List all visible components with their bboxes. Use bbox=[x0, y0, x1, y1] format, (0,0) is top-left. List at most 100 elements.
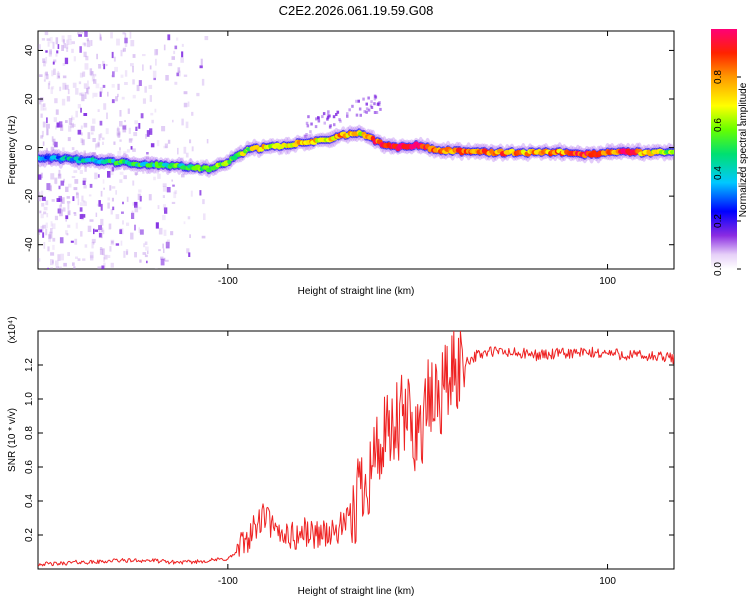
noise-speck bbox=[70, 39, 72, 45]
noise-speck bbox=[136, 125, 139, 128]
noise-speck bbox=[128, 127, 131, 134]
noise-speck bbox=[107, 255, 111, 258]
noise-speck bbox=[120, 74, 124, 78]
noise-speck bbox=[100, 227, 104, 232]
noise-speck bbox=[180, 157, 184, 161]
noise-speck bbox=[45, 228, 48, 236]
noise-speck bbox=[46, 183, 51, 190]
noise-speck bbox=[188, 252, 191, 257]
noise-speck bbox=[170, 231, 174, 236]
noise-speck bbox=[203, 213, 206, 220]
noise-speck bbox=[57, 208, 62, 214]
noise-speck bbox=[84, 244, 88, 248]
snr-x-axis-label: Height of straight line (km) bbox=[298, 586, 415, 597]
y-tick-label: 1.2 bbox=[24, 358, 35, 372]
noise-speck bbox=[45, 147, 48, 154]
noise-speck bbox=[201, 78, 205, 86]
noise-speck bbox=[162, 186, 167, 192]
noise-speck bbox=[81, 195, 84, 202]
noise-speck bbox=[61, 98, 66, 106]
noise-speck bbox=[54, 215, 58, 221]
noise-speck bbox=[118, 131, 121, 135]
noise-speck bbox=[327, 110, 330, 114]
noise-speck bbox=[105, 128, 109, 135]
snr-panel: -100 100 0.2 0.4 0.6 0.8 1.0 1.2 Height of str… bbox=[7, 316, 675, 597]
noise-speck bbox=[329, 124, 332, 128]
noise-speck bbox=[50, 228, 53, 234]
noise-speck bbox=[90, 40, 93, 46]
noise-speck bbox=[144, 241, 148, 245]
colorbar-gradient bbox=[711, 29, 737, 269]
noise-speck bbox=[40, 135, 44, 139]
noise-speck bbox=[86, 88, 88, 94]
noise-speck bbox=[172, 184, 175, 187]
noise-speck bbox=[103, 257, 106, 262]
noise-speck bbox=[53, 117, 57, 122]
noise-speck bbox=[100, 218, 104, 226]
y-tick-label: 0.4 bbox=[24, 494, 35, 508]
noise-speck bbox=[50, 267, 53, 269]
noise-speck bbox=[173, 50, 176, 55]
snr-scale-label: (x10⁴) bbox=[7, 316, 18, 343]
noise-speck bbox=[110, 32, 113, 39]
noise-speck bbox=[378, 103, 381, 107]
noise-speck bbox=[107, 171, 111, 178]
noise-speck bbox=[50, 259, 54, 266]
noise-speck bbox=[147, 250, 149, 254]
noise-speck bbox=[134, 201, 138, 208]
noise-speck bbox=[79, 92, 82, 96]
noise-speck bbox=[309, 130, 312, 134]
noise-speck bbox=[45, 56, 48, 64]
spectrogram-speckle-layer bbox=[38, 31, 382, 269]
noise-speck bbox=[132, 79, 135, 85]
noise-speck bbox=[87, 80, 89, 88]
noise-speck bbox=[71, 117, 75, 121]
noise-speck bbox=[62, 82, 67, 90]
noise-speck bbox=[152, 70, 157, 78]
noise-speck bbox=[177, 147, 179, 155]
noise-speck bbox=[57, 173, 62, 179]
noise-speck bbox=[143, 243, 146, 248]
noise-speck bbox=[57, 254, 61, 261]
noise-speck bbox=[93, 79, 97, 84]
noise-speck bbox=[307, 115, 310, 119]
noise-speck bbox=[63, 43, 66, 49]
noise-speck bbox=[55, 260, 59, 266]
noise-speck bbox=[98, 225, 102, 230]
noise-speck bbox=[84, 63, 89, 70]
noise-speck bbox=[66, 201, 71, 204]
noise-speck bbox=[306, 124, 310, 128]
noise-speck bbox=[67, 224, 71, 228]
noise-speck bbox=[42, 224, 46, 229]
noise-speck bbox=[58, 185, 61, 190]
noise-speck bbox=[130, 40, 135, 47]
noise-speck bbox=[162, 214, 166, 221]
noise-speck bbox=[377, 102, 380, 106]
noise-speck bbox=[183, 102, 188, 108]
noise-speck bbox=[132, 148, 136, 152]
noise-speck bbox=[149, 95, 152, 102]
noise-speck bbox=[166, 187, 171, 193]
noise-speck bbox=[82, 177, 87, 182]
noise-speck bbox=[65, 219, 67, 222]
noise-speck bbox=[339, 119, 342, 123]
noise-speck bbox=[132, 66, 134, 73]
noise-speck bbox=[74, 179, 79, 184]
noise-speck bbox=[123, 250, 126, 258]
noise-speck bbox=[124, 70, 128, 77]
noise-speck bbox=[124, 42, 128, 47]
noise-speck bbox=[67, 203, 70, 210]
noise-speck bbox=[106, 112, 108, 120]
noise-speck bbox=[100, 190, 103, 197]
noise-speck bbox=[60, 203, 62, 207]
noise-speck bbox=[98, 134, 101, 141]
noise-speck bbox=[99, 120, 103, 126]
noise-speck bbox=[189, 158, 192, 165]
noise-speck bbox=[50, 87, 53, 94]
noise-speck bbox=[65, 120, 68, 123]
noise-speck bbox=[109, 223, 112, 230]
noise-speck bbox=[177, 67, 181, 73]
spectrogram-ridge-layer bbox=[38, 130, 674, 173]
noise-speck bbox=[111, 99, 115, 104]
noise-speck bbox=[134, 120, 138, 125]
